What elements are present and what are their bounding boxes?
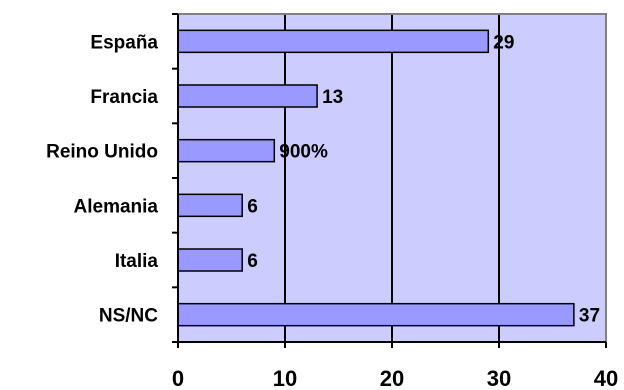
category-label: Italia [115,251,159,272]
x-tick-label: 30 [487,366,511,390]
gridlines [284,14,500,342]
x-tick-label: 40 [594,366,618,390]
category-label: Reino Unido [46,142,158,163]
category-label: NS/NC [99,306,158,327]
labels: España 29 Francia 13 Reino Unido 900% Alemania… [46,32,618,390]
data-label: 13 [322,87,343,108]
x-tick-label: 20 [380,366,404,390]
bars [177,29,575,327]
axes [172,13,607,348]
bar [177,138,276,163]
data-label: 29 [493,32,514,53]
bar [177,302,575,327]
category-label: España [90,32,158,53]
data-label: 6 [247,251,258,272]
data-label: 37 [579,306,600,327]
data-label: 900% [279,142,328,163]
category-label: Alemania [74,196,159,217]
bar [177,84,318,108]
data-label: 6 [247,196,258,217]
bar [177,29,490,54]
x-tick-label: 0 [172,366,184,390]
bar [177,248,243,272]
bar [177,193,243,218]
x-tick-label: 10 [273,366,297,390]
category-label: Francia [90,87,158,108]
